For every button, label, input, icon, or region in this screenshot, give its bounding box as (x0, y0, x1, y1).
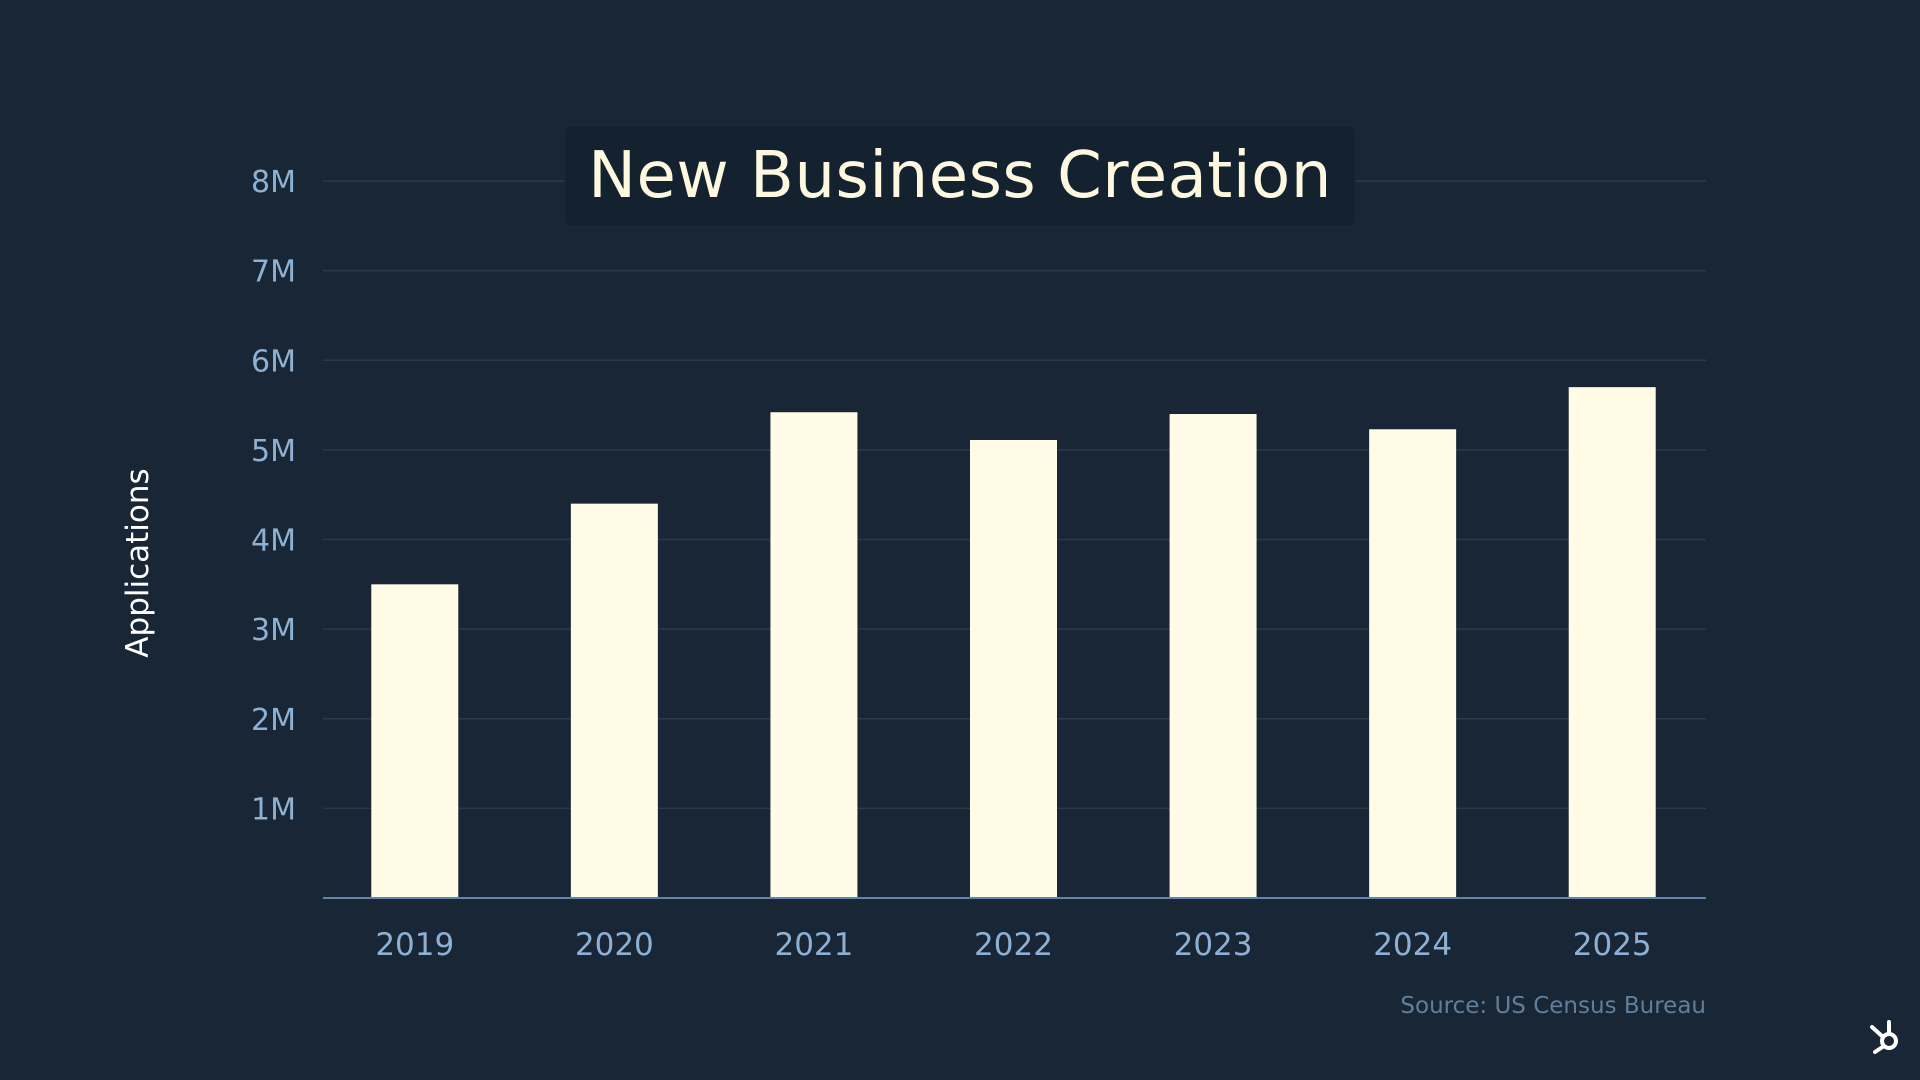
y-tick-label: 2M (251, 703, 296, 738)
bar (371, 584, 459, 898)
y-tick-label: 7M (251, 255, 296, 290)
y-tick-label: 5M (251, 434, 296, 469)
y-tick-label: 8M (251, 165, 296, 200)
bar (1568, 387, 1656, 898)
y-tick-label: 1M (251, 792, 296, 827)
source-note: Source: US Census Bureau (1400, 993, 1706, 1019)
bar (570, 503, 658, 898)
x-tick-label: 2024 (1373, 927, 1452, 963)
chart-title: New Business Creation (588, 139, 1332, 213)
y-tick-label: 6M (251, 344, 296, 379)
bar (770, 412, 858, 898)
x-tick-label: 2020 (575, 927, 654, 963)
y-tick-label: 3M (251, 613, 296, 648)
x-tick-label: 2025 (1573, 927, 1652, 963)
y-tick-label: 4M (251, 524, 296, 559)
bar (970, 440, 1057, 898)
sprocket-logo-icon (1870, 1020, 1898, 1054)
x-tick-label: 2019 (375, 927, 454, 963)
chart-title-box: New Business Creation (565, 127, 1355, 225)
x-tick-label: 2023 (1174, 927, 1253, 963)
x-tick-label: 2022 (974, 927, 1053, 963)
bar (1369, 429, 1457, 898)
bar (1169, 414, 1257, 898)
y-axis-label: Applications (120, 468, 156, 658)
x-tick-label: 2021 (774, 927, 853, 963)
